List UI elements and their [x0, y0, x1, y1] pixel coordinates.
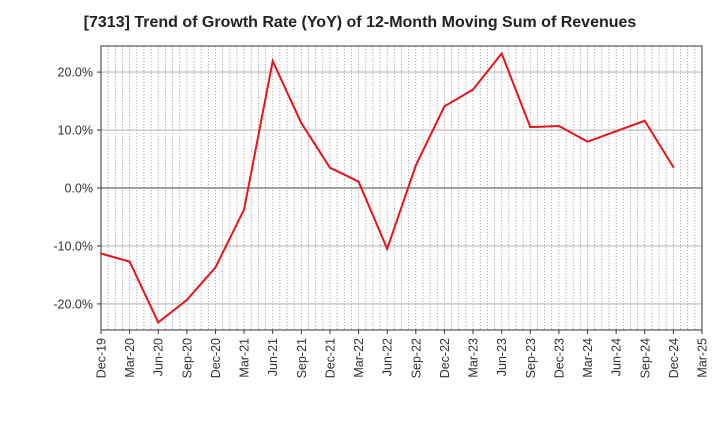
x-tick-label: Mar-25	[696, 338, 710, 378]
data-point	[185, 298, 188, 301]
x-tick-label: Dec-22	[438, 338, 452, 378]
x-tick-label: Dec-23	[552, 338, 566, 378]
axes	[97, 45, 703, 334]
x-tick-label: Jun-21	[266, 338, 280, 376]
data-point	[529, 126, 532, 129]
x-tick-label: Dec-21	[323, 338, 337, 378]
data-point	[100, 252, 102, 255]
x-tick-label: Sep-24	[638, 338, 652, 378]
x-tick-label: Mar-23	[467, 338, 481, 378]
y-tick-label: 10.0%	[58, 124, 93, 138]
data-point	[271, 60, 274, 63]
data-point	[615, 130, 618, 133]
chart-title: [7313] Trend of Growth Rate (YoY) of 12-…	[83, 14, 637, 31]
x-tick-label: Mar-24	[581, 338, 595, 378]
x-tick-label: Sep-20	[180, 338, 194, 378]
data-point	[157, 321, 160, 324]
data-point	[328, 166, 331, 169]
y-tick-label: -20.0%	[53, 297, 93, 311]
data-point	[357, 180, 360, 183]
x-tick-label: Sep-23	[524, 338, 538, 378]
x-tick-label: Dec-20	[209, 338, 223, 378]
y-tick-label: 0.0%	[65, 182, 94, 196]
data-point	[472, 88, 475, 91]
x-tick-label: Jun-24	[610, 338, 624, 376]
data-point	[414, 164, 417, 167]
data-point	[586, 140, 589, 143]
x-tick-label: Mar-21	[238, 338, 252, 378]
x-tick-label: Jun-20	[152, 338, 166, 376]
data-point	[500, 52, 503, 55]
x-tick-label: Mar-22	[352, 338, 366, 378]
x-tick-label: Jun-22	[381, 338, 395, 376]
y-tick-labels: -20.0% -10.0% 0.0% 10.0% 20.0%	[53, 66, 93, 312]
grid	[101, 46, 702, 330]
x-tick-label: Dec-19	[95, 338, 109, 378]
data-point	[214, 266, 217, 269]
data-point	[672, 166, 675, 169]
data-point	[128, 260, 131, 263]
data-point	[300, 122, 303, 125]
x-tick-labels: Dec-19 Mar-20 Jun-20 Sep-20 Dec-20 Mar-21 Jun-…	[95, 338, 710, 378]
data-point	[386, 247, 389, 250]
data-point	[557, 124, 560, 127]
x-tick-label: Jun-23	[495, 338, 509, 376]
y-tick-label: 20.0%	[58, 66, 93, 80]
x-tick-label: Mar-20	[123, 338, 137, 378]
x-tick-label: Dec-24	[667, 338, 681, 378]
x-tick-label: Sep-21	[295, 338, 309, 378]
data-point	[443, 105, 446, 108]
data-point	[243, 208, 246, 211]
data-point	[643, 119, 646, 122]
y-tick-label: -10.0%	[53, 239, 93, 253]
series-layer	[100, 51, 675, 325]
x-tick-label: Sep-22	[409, 338, 423, 378]
